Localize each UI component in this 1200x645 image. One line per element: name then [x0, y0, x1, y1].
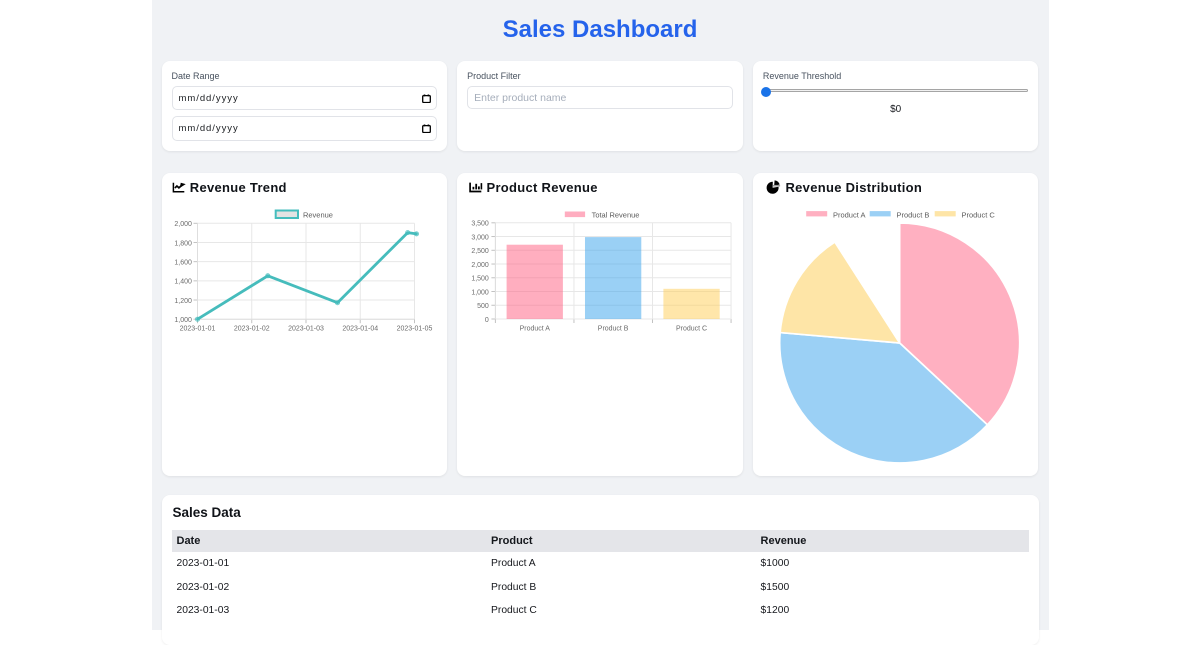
svg-text:2023-01-01: 2023-01-01: [179, 326, 215, 333]
svg-text:2023-01-03: 2023-01-03: [288, 326, 324, 333]
svg-text:2,000: 2,000: [471, 262, 489, 269]
svg-text:2023-01-02: 2023-01-02: [233, 326, 269, 333]
svg-text:Total Revenue: Total Revenue: [592, 210, 640, 219]
svg-text:Product Revenue: Product Revenue: [487, 180, 598, 195]
svg-text:Product B: Product B: [896, 210, 929, 219]
svg-text:1,800: 1,800: [174, 240, 192, 247]
svg-text:1,000: 1,000: [174, 317, 192, 324]
svg-text:Product A: Product A: [833, 210, 865, 219]
svg-text:1,400: 1,400: [174, 279, 192, 286]
svg-text:500: 500: [477, 303, 489, 310]
svg-text:1,000: 1,000: [471, 289, 489, 296]
svg-text:1,600: 1,600: [174, 260, 192, 267]
svg-text:1,200: 1,200: [174, 298, 192, 305]
svg-text:Revenue Distribution: Revenue Distribution: [785, 180, 922, 195]
svg-text:0: 0: [485, 317, 489, 324]
svg-text:1,500: 1,500: [471, 276, 489, 283]
svg-text:3,500: 3,500: [471, 221, 489, 228]
svg-text:Product B: Product B: [598, 326, 629, 333]
svg-text:Product C: Product C: [676, 326, 707, 333]
svg-text:2023-01-05: 2023-01-05: [396, 326, 432, 333]
svg-text:Product A: Product A: [520, 326, 551, 333]
svg-text:2023-01-04: 2023-01-04: [342, 326, 378, 333]
svg-text:Revenue: Revenue: [302, 210, 332, 219]
svg-text:2,500: 2,500: [471, 248, 489, 255]
svg-text:Product C: Product C: [961, 210, 995, 219]
svg-text:Revenue Trend: Revenue Trend: [189, 180, 286, 195]
svg-text:3,000: 3,000: [471, 234, 489, 241]
svg-text:2,000: 2,000: [174, 221, 192, 228]
